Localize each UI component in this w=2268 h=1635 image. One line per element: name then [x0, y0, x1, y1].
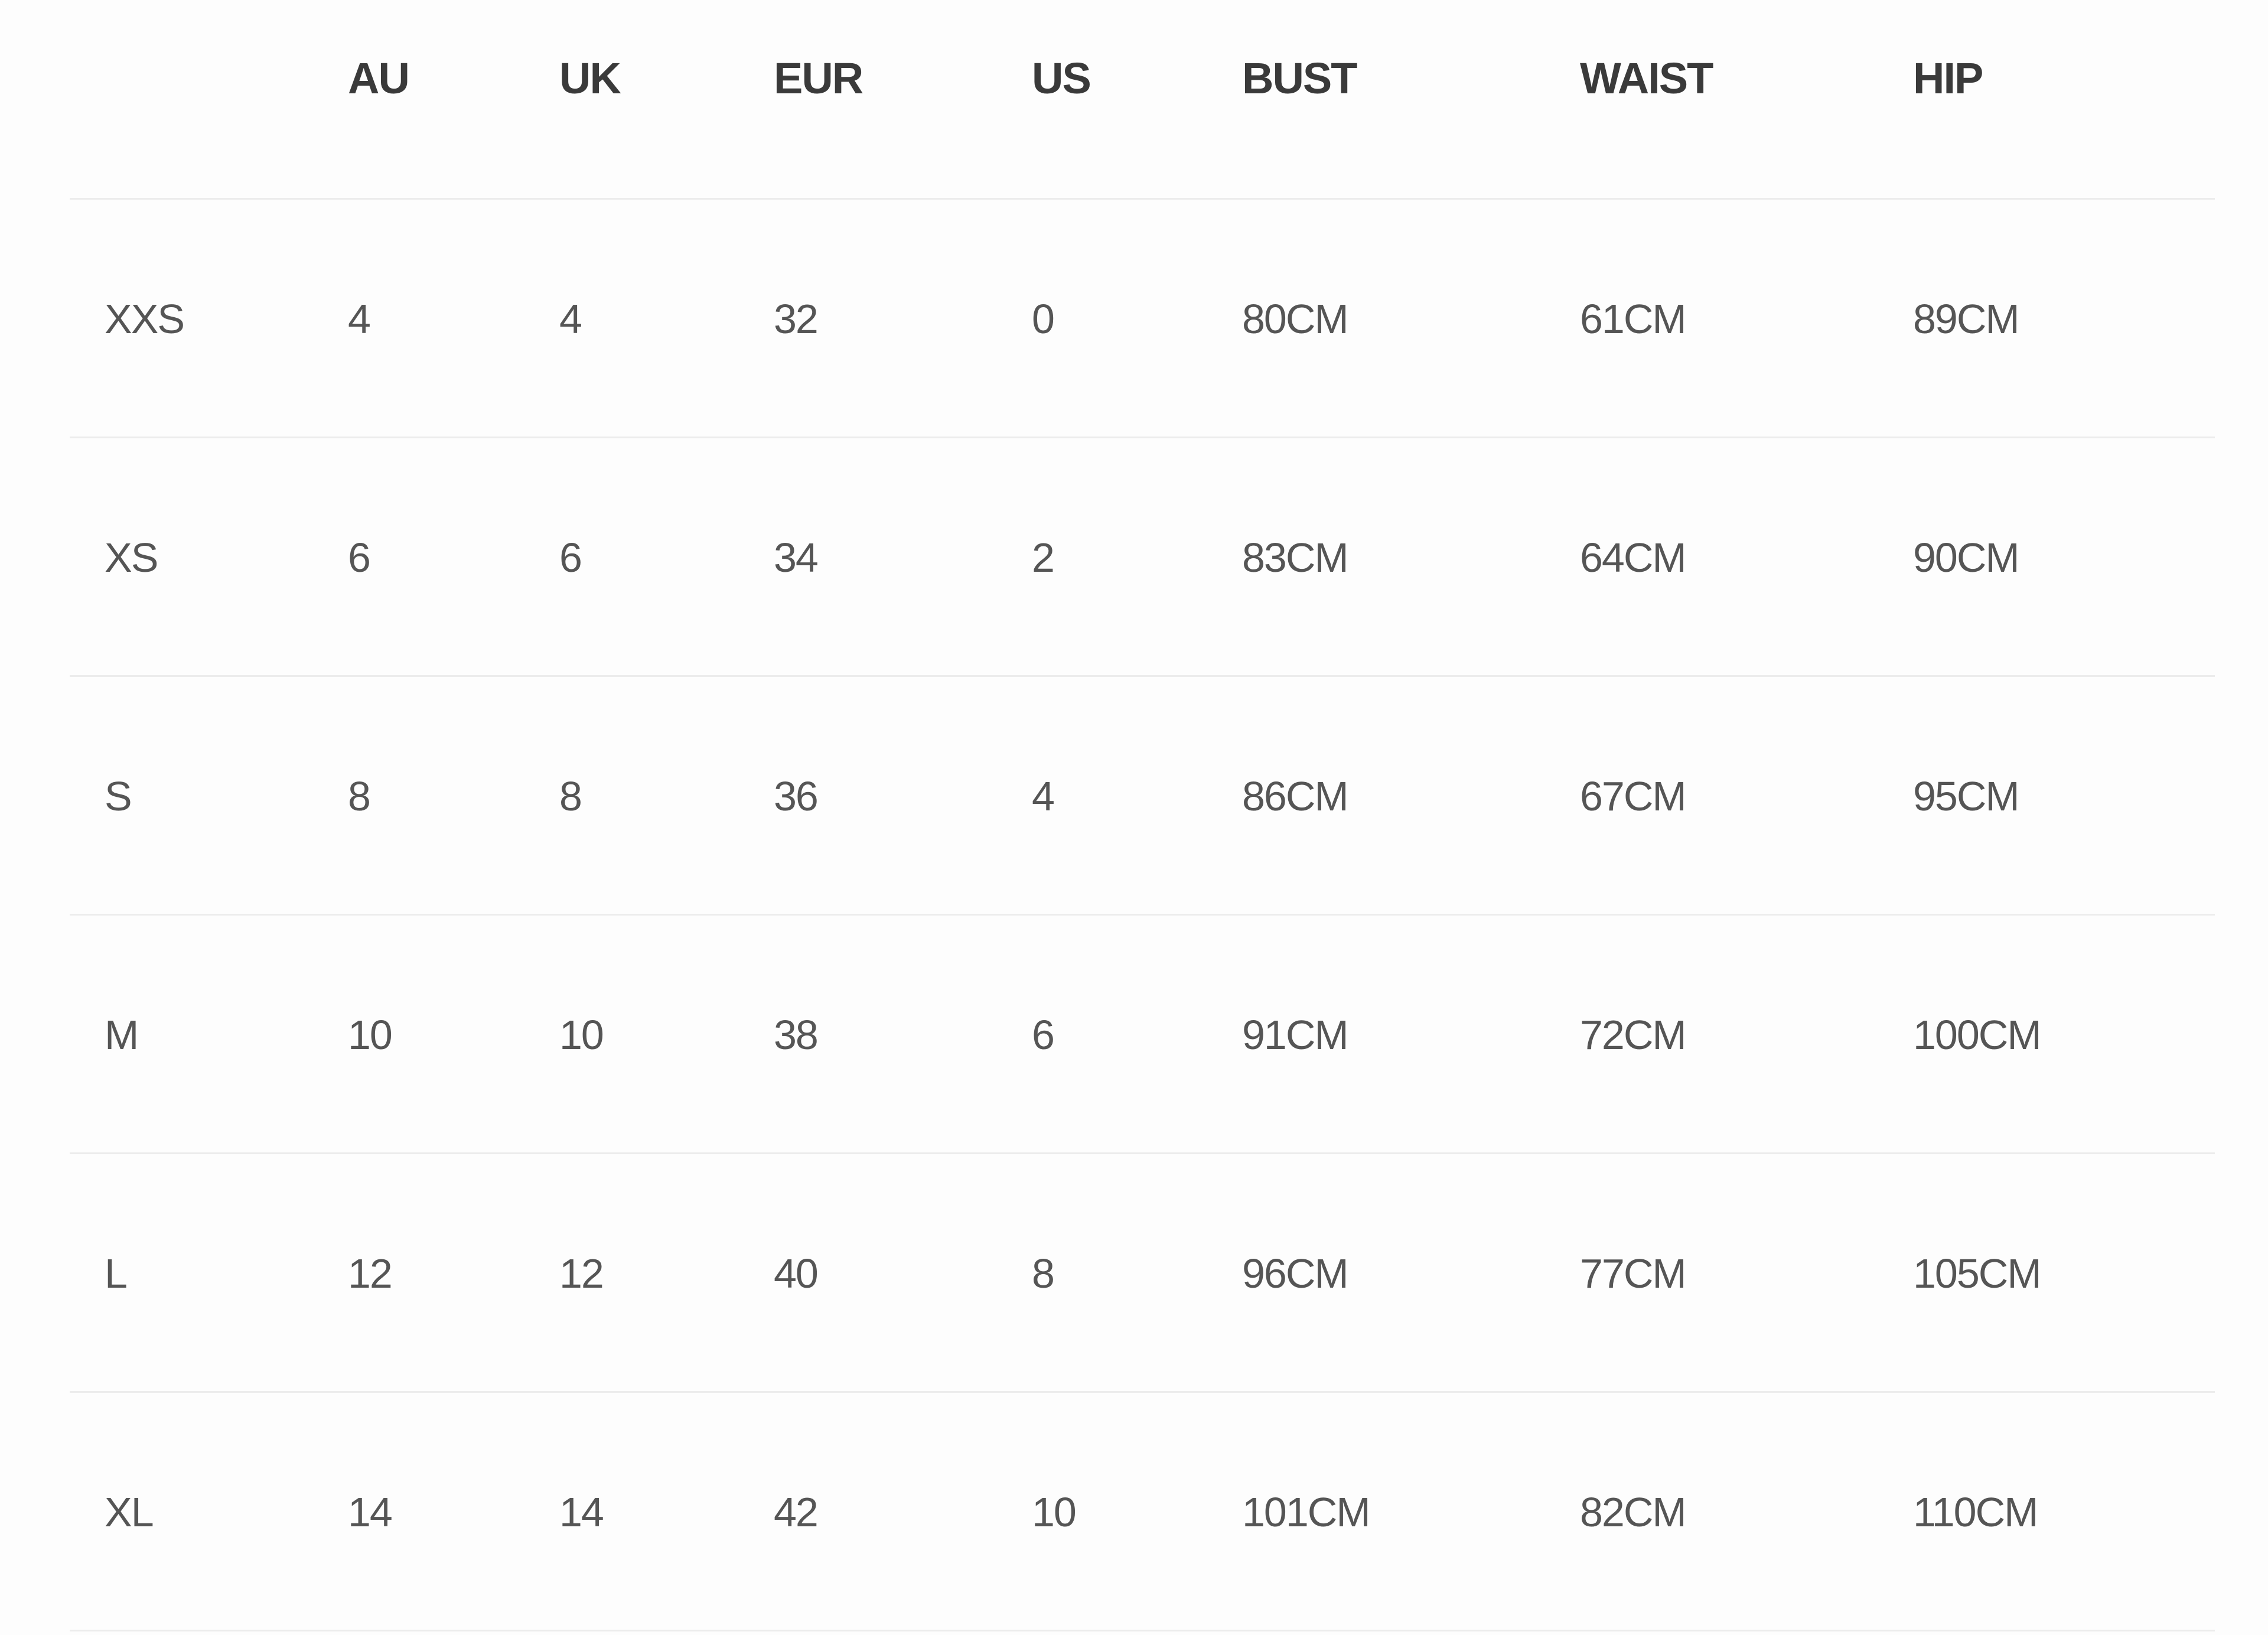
table-row: M 10 10 38 6 91CM 72CM 100CM	[70, 916, 2215, 1154]
cell-uk: 4	[559, 296, 582, 342]
header-au: AU	[348, 54, 410, 103]
cell-size: L	[105, 1250, 128, 1297]
cell-waist: 72CM	[1580, 1012, 1687, 1058]
cell-us: 8	[1032, 1250, 1055, 1297]
table-row: XXS 4 4 32 0 80CM 61CM 89CM	[70, 200, 2215, 438]
cell-hip: 90CM	[1913, 535, 2020, 581]
cell-hip: 100CM	[1913, 1012, 2042, 1058]
cell-bust: 101CM	[1242, 1489, 1371, 1535]
table-header: AU UK EUR US BUST WAIST HIP	[70, 0, 2215, 200]
cell-au: 6	[348, 535, 371, 581]
header-uk: UK	[559, 54, 621, 103]
cell-au: 4	[348, 296, 371, 342]
cell-hip: 105CM	[1913, 1250, 2042, 1297]
cell-uk: 10	[559, 1012, 604, 1058]
cell-au: 12	[348, 1250, 393, 1297]
cell-au: 14	[348, 1489, 393, 1535]
cell-us: 10	[1032, 1489, 1077, 1535]
cell-waist: 64CM	[1580, 535, 1687, 581]
cell-size: S	[105, 773, 132, 819]
cell-waist: 77CM	[1580, 1250, 1687, 1297]
header-bust: BUST	[1242, 54, 1357, 103]
cell-eur: 40	[774, 1250, 819, 1297]
header-hip: HIP	[1913, 54, 1983, 103]
cell-us: 4	[1032, 773, 1055, 819]
table-row: S 8 8 36 4 86CM 67CM 95CM	[70, 677, 2215, 916]
cell-eur: 32	[774, 296, 819, 342]
cell-bust: 96CM	[1242, 1250, 1349, 1297]
cell-bust: 83CM	[1242, 535, 1349, 581]
cell-waist: 61CM	[1580, 296, 1687, 342]
cell-size: XXS	[105, 296, 185, 342]
table-row: L 12 12 40 8 96CM 77CM 105CM	[70, 1154, 2215, 1393]
cell-au: 10	[348, 1012, 393, 1058]
cell-size: XS	[105, 535, 158, 581]
cell-hip: 89CM	[1913, 296, 2020, 342]
table-row: XL 14 14 42 10 101CM 82CM 110CM	[70, 1393, 2215, 1631]
cell-uk: 12	[559, 1250, 604, 1297]
header-waist: WAIST	[1580, 54, 1713, 103]
header-us: US	[1032, 54, 1091, 103]
cell-hip: 110CM	[1913, 1489, 2038, 1535]
cell-hip: 95CM	[1913, 773, 2020, 819]
header-eur: EUR	[774, 54, 863, 103]
cell-us: 6	[1032, 1012, 1055, 1058]
cell-waist: 82CM	[1580, 1489, 1687, 1535]
cell-uk: 8	[559, 773, 582, 819]
cell-eur: 34	[774, 535, 819, 581]
cell-bust: 86CM	[1242, 773, 1349, 819]
cell-us: 0	[1032, 296, 1055, 342]
cell-uk: 14	[559, 1489, 604, 1535]
cell-eur: 38	[774, 1012, 819, 1058]
cell-uk: 6	[559, 535, 582, 581]
cell-size: M	[105, 1012, 139, 1058]
cell-eur: 42	[774, 1489, 819, 1535]
size-chart-table: AU UK EUR US BUST WAIST HIP XXS 4 4 32 0 80CM…	[70, 0, 2215, 1631]
cell-eur: 36	[774, 773, 819, 819]
cell-au: 8	[348, 773, 371, 819]
cell-us: 2	[1032, 535, 1055, 581]
cell-waist: 67CM	[1580, 773, 1687, 819]
cell-bust: 91CM	[1242, 1012, 1349, 1058]
cell-size: XL	[105, 1489, 154, 1535]
cell-bust: 80CM	[1242, 296, 1349, 342]
table-row: XS 6 6 34 2 83CM 64CM 90CM	[70, 438, 2215, 677]
